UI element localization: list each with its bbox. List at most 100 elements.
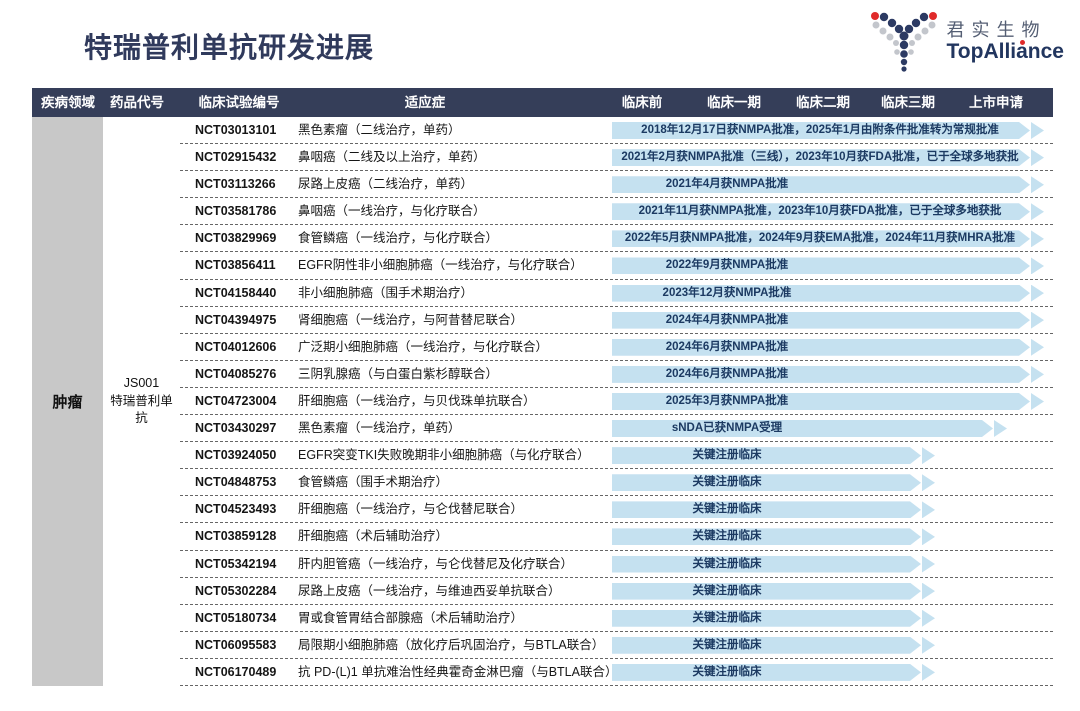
- indication: 肝内胆管癌（一线治疗，与仑伐替尼及化疗联合）: [298, 556, 574, 571]
- status-bar-body: [612, 637, 921, 654]
- status-bar: 2024年6月获NMPA批准: [612, 338, 1044, 356]
- status-bar-body: [612, 583, 921, 600]
- status-bar: 关键注册临床: [612, 447, 935, 465]
- indication: 黑色素瘤（二线治疗，单药）: [298, 123, 461, 137]
- status-bar-body: [612, 149, 1030, 166]
- status-label: 2025年3月获NMPA批准: [665, 394, 789, 407]
- status-bar-body: [612, 474, 921, 491]
- status-bar-arrow-icon: [922, 474, 935, 492]
- indication: EGFR突变TKI失败晚期非小细胞肺癌（与化疗联合）: [298, 448, 590, 463]
- status-label: 关键注册临床: [692, 530, 762, 543]
- trial-id: NCT04158440: [195, 285, 277, 300]
- status-bar: 关键注册临床: [612, 555, 935, 573]
- table-row: NCT03430297 黑色素瘤（一线治疗，单药） sNDA已获NMPA受理: [180, 415, 1053, 443]
- indication: 肝细胞癌（术后辅助治疗）: [298, 529, 449, 544]
- table-row: NCT04723004 肝细胞癌（一线治疗，与贝伐珠单抗联合） 2025年3月获NM…: [180, 388, 1053, 416]
- status-bar: 2021年11月获NMPA批准，2023年10月获FDA批准，已于全球多地获批: [612, 203, 1044, 221]
- status-bar: 关键注册临床: [612, 528, 935, 546]
- status-bar-arrow-icon: [922, 582, 935, 600]
- indication: 广泛期小细胞肺癌（一线治疗，与化疗联合）: [298, 339, 549, 354]
- indication: 胃或食管胃结合部腺癌（术后辅助治疗）: [298, 610, 524, 625]
- status-bar-body: [612, 203, 1030, 220]
- status-bar-arrow-icon: [922, 447, 935, 465]
- trial-id: NCT05342194: [195, 556, 277, 571]
- status-bar-body: [612, 664, 921, 681]
- table-row: NCT03859128 肝细胞癌（术后辅助治疗） 关键注册临床: [180, 523, 1053, 551]
- status-label: 2021年2月获NMPA批准（三线），2023年10月获FDA批准，已于全球多地…: [621, 151, 1019, 164]
- indication: 鼻咽癌（二线及以上治疗，单药）: [298, 150, 486, 165]
- header-disease-area: 疾病领域: [41, 95, 95, 110]
- status-bar-body: [612, 610, 921, 627]
- trial-id: NCT04012606: [195, 339, 277, 354]
- table-row: NCT03113266 尿路上皮癌（二线治疗，单药） 2021年4月获NMPA批准: [180, 171, 1053, 199]
- indication: 鼻咽癌（一线治疗，与化疗联合）: [298, 204, 486, 219]
- status-label: 关键注册临床: [692, 449, 762, 462]
- trial-id: NCT03430297: [195, 421, 277, 436]
- header-phase-2: 临床二期: [796, 95, 850, 110]
- status-bar: 2021年2月获NMPA批准（三线），2023年10月获FDA批准，已于全球多地…: [612, 149, 1044, 167]
- header-indication: 适应症: [404, 95, 446, 110]
- indication: 非小细胞肺癌（围手术期治疗）: [298, 285, 474, 300]
- table-row: NCT03856411 EGFR阴性非小细胞肺癌（一线治疗，与化疗联合） 2022年…: [180, 252, 1053, 280]
- status-bar-body: [612, 339, 1030, 356]
- indication: 食管鳞癌（围手术期治疗）: [298, 475, 449, 490]
- trial-id: NCT03856411: [195, 258, 276, 273]
- status-bar-arrow-icon: [922, 636, 935, 654]
- table-rows: NCT03013101 黑色素瘤（二线治疗，单药） 2018年12月17日获NMPA…: [180, 117, 1053, 686]
- status-bar: 关键注册临床: [612, 663, 935, 681]
- trial-id: NCT03829969: [195, 231, 277, 246]
- status-bar-arrow-icon: [922, 609, 935, 627]
- status-bar: 2021年4月获NMPA批准: [612, 176, 1044, 194]
- status-bar: 2025年3月获NMPA批准: [612, 392, 1044, 410]
- trial-id: NCT04848753: [195, 475, 277, 490]
- trial-id: NCT03013101: [195, 123, 277, 137]
- trial-id: NCT04085276: [195, 366, 277, 381]
- status-bar-body: [612, 501, 921, 518]
- indication: 肝细胞癌（一线治疗，与贝伐珠单抗联合）: [298, 393, 536, 408]
- header-phase-preclinical: 临床前: [621, 95, 663, 110]
- header-trial-id: 临床试验编号: [198, 95, 280, 110]
- trial-id: NCT05302284: [195, 583, 277, 598]
- status-label: 2018年12月17日获NMPA批准，2025年1月由附条件批准转为常规批准: [641, 124, 999, 136]
- header-phase-3: 临床三期: [881, 95, 935, 110]
- logo-company-en: TopAlliance: [946, 39, 1064, 63]
- antibody-logo-icon: [870, 12, 937, 72]
- status-bar: 关键注册临床: [612, 501, 935, 519]
- table-row: NCT05180734 胃或食管胃结合部腺癌（术后辅助治疗） 关键注册临床: [180, 605, 1053, 632]
- status-label: 关键注册临床: [692, 476, 762, 489]
- status-bar-arrow-icon: [922, 528, 935, 546]
- status-label: 2021年11月获NMPA批准，2023年10月获FDA批准，已于全球多地获批: [638, 205, 1002, 218]
- status-bar: 关键注册临床: [612, 636, 935, 654]
- status-label: 关键注册临床: [692, 584, 762, 597]
- trial-id: NCT03924050: [195, 448, 277, 463]
- status-bar-body: [612, 420, 993, 437]
- status-bar-body: [612, 257, 1030, 274]
- table-row: NCT04085276 三阴乳腺癌（与白蛋白紫杉醇联合） 2024年6月获NMPA批…: [180, 361, 1053, 388]
- table-row: NCT03581786 鼻咽癌（一线治疗，与化疗联合） 2021年11月获NMPA批…: [180, 198, 1053, 226]
- indication: 肾细胞癌（一线治疗，与阿昔替尼联合）: [298, 312, 524, 327]
- status-bar-arrow-icon: [1031, 203, 1044, 221]
- table-row: NCT05342194 肝内胆管癌（一线治疗，与仑伐替尼及化疗联合） 关键注册临床: [180, 551, 1053, 578]
- trial-id: NCT03859128: [195, 529, 277, 544]
- status-bar: 2022年5月获NMPA批准，2024年9月获EMA批准，2024年11月获MH…: [612, 230, 1044, 248]
- header-marketing-application: 上市申请: [969, 95, 1023, 110]
- trial-id: NCT05180734: [195, 610, 277, 625]
- status-label: 2021年4月获NMPA批准: [665, 178, 789, 191]
- status-bar-body: [612, 285, 1030, 302]
- status-label: 关键注册临床: [692, 557, 762, 570]
- status-bar-arrow-icon: [922, 663, 935, 681]
- table-row: NCT05302284 尿路上皮癌（一线治疗，与维迪西妥单抗联合） 关键注册临床: [180, 578, 1053, 605]
- status-bar-arrow-icon: [994, 420, 1007, 438]
- status-bar-arrow-icon: [1031, 122, 1044, 139]
- table-row: NCT04523493 肝细胞癌（一线治疗，与仑伐替尼联合） 关键注册临床: [180, 496, 1053, 524]
- status-bar: sNDA已获NMPA受理: [612, 420, 1007, 438]
- trial-id: NCT06170489: [195, 664, 277, 679]
- status-label: sNDA已获NMPA受理: [671, 422, 783, 435]
- trial-id: NCT04523493: [195, 502, 277, 517]
- status-bar: 关键注册临床: [612, 582, 935, 600]
- logo-red-dot-icon: [1019, 39, 1025, 45]
- page-title: 特瑞普利单抗研发进展: [84, 32, 375, 63]
- trial-id: NCT03581786: [195, 204, 277, 219]
- status-bar-arrow-icon: [1031, 284, 1044, 302]
- header-phase-1: 临床一期: [707, 95, 761, 110]
